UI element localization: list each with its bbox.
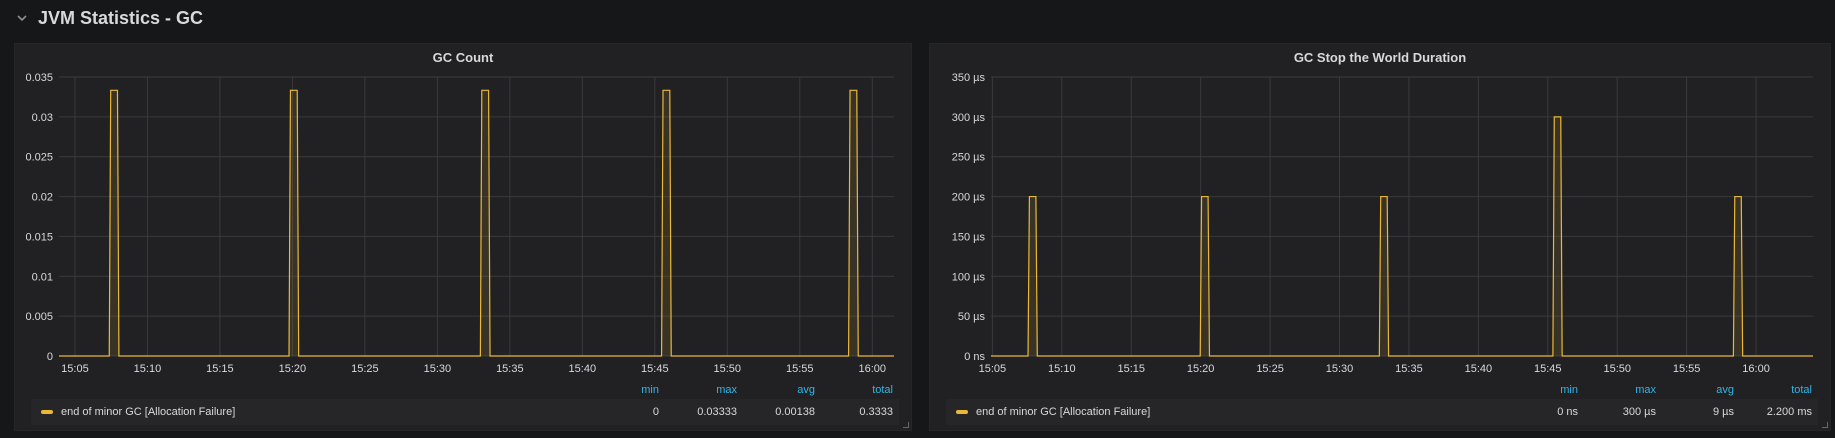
x-tick-label: 15:55 [1673,363,1701,375]
legend-series-name[interactable]: end of minor GC [Allocation Failure] [61,406,236,418]
legend-total: 0.3333 [859,406,893,418]
y-tick-label: 200 µs [952,192,986,204]
legend-header-min[interactable]: min [1560,384,1578,396]
x-tick-label: 15:30 [424,363,452,375]
legend-avg: 0.00138 [775,406,815,418]
y-tick-label: 0.015 [25,231,53,243]
legend-min: 0 ns [1557,406,1578,418]
y-tick-label: 0.02 [32,192,53,204]
y-tick-label: 0.005 [25,311,53,323]
gc-stw-duration-panel: GC Stop the World Duration 0 ns 50 µs 100 … [929,43,1831,431]
y-tick-label: 350 µs [952,72,986,84]
y-tick-label: 300 µs [952,112,986,124]
y-tick-label: 0.035 [25,72,53,84]
x-tick-label: 15:50 [1603,363,1631,375]
legend-min: 0 [652,406,659,418]
x-tick-label: 16:00 [858,363,886,375]
resize-handle[interactable] [903,422,909,428]
resize-handle[interactable] [1822,422,1828,428]
y-tick-label: 0 [47,351,53,363]
y-tick-label: 50 µs [958,311,986,323]
legend-max: 0.03333 [697,406,737,418]
x-tick-label: 15:15 [1117,363,1145,375]
y-tick-label: 0 ns [964,351,985,363]
y-tick-label: 0.01 [32,271,53,283]
x-tick-label: 15:50 [714,363,742,375]
x-tick-label: 15:10 [1048,363,1076,375]
y-tick-label: 150 µs [952,231,986,243]
legend-header-avg[interactable]: avg [1716,384,1734,396]
x-tick-label: 15:45 [641,363,669,375]
legend-header-max[interactable]: max [716,384,737,396]
x-tick-label: 15:10 [134,363,162,375]
legend-max: 300 µs [1622,406,1656,418]
gc-stw-duration-chart: 0 ns 50 µs 100 µs 150 µs 200 µs 250 µs 300 µs 3… [952,72,1813,375]
y-tick-label: 0.025 [25,152,53,164]
legend-header-total[interactable]: total [1791,384,1812,396]
x-tick-label: 15:45 [1534,363,1562,375]
legend-header-avg[interactable]: avg [797,384,815,396]
x-tick-label: 15:35 [496,363,524,375]
x-tick-label: 15:40 [569,363,597,375]
y-tick-label: 250 µs [952,152,986,164]
x-tick-label: 15:35 [1395,363,1423,375]
panel-title[interactable]: GC Count [432,50,494,65]
legend-series-row[interactable]: end of minor GC [Allocation Failure] 0 n… [946,399,1818,425]
legend-header: min max avg total [1506,384,1818,396]
gc-count-panel: GC Count 0 0.005 0.01 0.015 0.02 0.025 0.03 0.0… [14,43,912,431]
row-title: JVM Statistics - GC [38,7,204,28]
legend-series-row[interactable]: end of minor GC [Allocation Failure] 0 0… [31,399,899,425]
legend-header-total[interactable]: total [872,384,893,396]
x-tick-label: 15:20 [1187,363,1215,375]
x-tick-label: 15:25 [351,363,379,375]
x-tick-label: 15:15 [206,363,234,375]
legend-header-max[interactable]: max [1635,384,1656,396]
x-tick-label: 16:00 [1742,363,1770,375]
gc-count-chart: 0 0.005 0.01 0.015 0.02 0.025 0.03 0.035 15:05 15… [25,72,894,375]
legend-series-name[interactable]: end of minor GC [Allocation Failure] [976,406,1151,418]
x-tick-label: 15:20 [279,363,307,375]
x-tick-label: 15:05 [979,363,1007,375]
x-tick-label: 15:55 [786,363,814,375]
y-tick-label: 100 µs [952,271,986,283]
legend-header: min max avg total [587,384,899,396]
x-tick-label: 15:25 [1256,363,1284,375]
series-color-swatch[interactable] [41,410,53,414]
panel-title[interactable]: GC Stop the World Duration [1293,50,1467,65]
x-tick-label: 15:40 [1465,363,1493,375]
x-tick-label: 15:05 [61,363,89,375]
y-tick-label: 0.03 [32,112,53,124]
row-header[interactable]: JVM Statistics - GC [14,4,203,32]
legend-total: 2.200 ms [1766,406,1812,418]
legend-header-min[interactable]: min [641,384,659,396]
chevron-down-icon[interactable] [14,10,30,26]
legend-avg: 9 µs [1712,406,1734,418]
series-color-swatch[interactable] [956,410,968,414]
x-tick-label: 15:30 [1326,363,1354,375]
